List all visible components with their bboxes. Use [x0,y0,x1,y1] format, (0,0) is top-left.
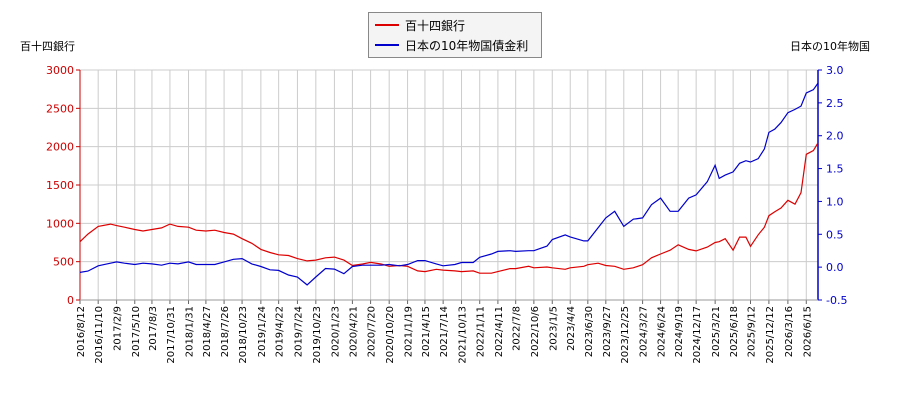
x-tick-label: 2018/4/27 [202,306,213,357]
x-tick-label: 2023/1/5 [548,306,559,351]
right-tick-label: 3.0 [826,64,844,77]
x-tick-label: 2021/4/15 [421,306,432,357]
series-line-stock [79,142,819,274]
left-tick-label: 2500 [46,102,74,115]
legend-swatch-stock [375,24,399,26]
right-tick-label: 1.5 [826,163,844,176]
x-tick-label: 2024/6/24 [657,306,668,357]
right-tick-label: 2.5 [826,97,844,110]
x-tick-label: 2017/10/31 [166,306,177,364]
x-tick-label: 2023/6/30 [584,306,595,357]
x-tick-label: 2024/12/17 [692,306,703,364]
x-tick-label: 2019/10/23 [312,306,323,364]
x-tick-label: 2020/1/23 [330,306,341,357]
x-tick-label: 2024/3/27 [639,306,650,357]
x-tick-label: 2023/9/27 [602,306,613,357]
left-tick-label: 0 [67,294,74,307]
x-tick-label: 2025/6/18 [729,306,740,357]
x-tick-label: 2025/3/21 [711,306,722,357]
right-tick-label: -0.5 [826,294,847,307]
left-tick-label: 3000 [46,64,74,77]
left-tick-label: 500 [53,256,74,269]
x-tick-label: 2021/7/14 [439,306,450,357]
x-tick-label: 2017/2/9 [113,306,124,351]
x-tick-label: 2026/3/16 [784,306,795,357]
x-tick-label: 2025/12/12 [765,306,776,364]
x-tick-label: 2024/9/19 [674,306,685,357]
x-tick-label: 2021/10/13 [458,306,469,364]
x-tick-label: 2019/1/24 [257,306,268,357]
right-tick-label: 1.0 [826,195,844,208]
x-tick-label: 2022/7/8 [512,306,523,351]
left-axis-label: 百十四銀行 [20,40,75,53]
x-tick-label: 2019/7/24 [293,306,304,357]
legend-label-bond: 日本の10年物国債金利 [405,38,529,53]
x-tick-label: 2017/5/10 [131,306,142,357]
x-tick-label: 2022/1/11 [476,306,487,357]
legend-label-stock: 百十四銀行 [405,18,466,33]
left-tick-label: 1000 [46,217,74,230]
x-tick-label: 2025/9/12 [747,306,758,357]
legend-entry-stock: 百十四銀行 [375,16,465,34]
right-axis-label: 日本の10年物国 [790,40,870,53]
left-tick-label: 2000 [46,141,74,154]
right-tick-label: 2.0 [826,130,844,143]
legend-entry-bond: 日本の10年物国債金利 [375,36,528,54]
legend-swatch-bond [375,44,399,46]
x-tick-label: 2022/4/11 [494,306,505,357]
series-line-bond [79,82,819,286]
x-tick-label: 2023/12/25 [620,306,631,364]
left-tick-label: 1500 [46,179,74,192]
x-tick-label: 2023/4/4 [566,306,577,351]
right-tick-label: 0.5 [826,228,844,241]
legend: 百十四銀行 日本の10年物国債金利 [368,12,542,58]
x-tick-label: 2018/10/23 [238,306,249,364]
x-tick-label: 2020/4/21 [348,306,359,357]
x-tick-label: 2020/10/20 [385,306,396,364]
x-tick-label: 2026/6/15 [802,306,813,357]
x-tick-label: 2019/4/22 [275,306,286,357]
x-tick-label: 2020/7/20 [367,306,378,357]
x-tick-label: 2022/10/6 [530,306,541,357]
right-tick-label: 0.0 [826,261,844,274]
x-tick-label: 2018/1/31 [185,306,196,357]
x-tick-label: 2016/11/10 [94,306,105,364]
x-tick-label: 2018/7/26 [220,306,231,357]
x-tick-label: 2016/8/12 [76,306,87,357]
x-tick-label: 2021/1/19 [404,306,415,357]
x-tick-label: 2017/8/3 [148,306,159,351]
